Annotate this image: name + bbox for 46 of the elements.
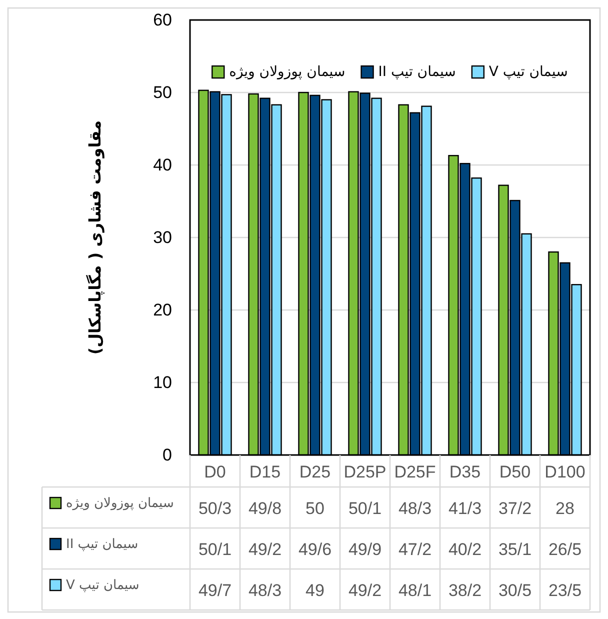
- y-tick-label: 60: [153, 10, 172, 30]
- data-label: 50/1: [348, 499, 382, 518]
- data-label: 41/3: [448, 499, 482, 518]
- data-label: 50: [306, 499, 324, 518]
- data-label: 38/2: [448, 581, 482, 600]
- data-label: 48/1: [398, 581, 432, 600]
- x-tick-label: D25F: [394, 462, 436, 482]
- x-tick-label: D0: [204, 462, 226, 482]
- data-label: 49: [306, 581, 324, 600]
- table-row-label: سیمان تیپ II: [66, 537, 138, 552]
- x-tick-label: D15: [249, 462, 281, 482]
- data-label: 23/5: [548, 581, 582, 600]
- data-label: 28: [556, 499, 574, 518]
- y-axis-title: مقاومت فشاری ( مگاپاسکال): [86, 120, 104, 355]
- x-tick-label: D25: [299, 462, 331, 482]
- data-label: 49/2: [248, 540, 282, 559]
- data-label: 48/3: [248, 581, 282, 600]
- y-tick-label: 50: [153, 83, 172, 102]
- y-tick-label: 10: [153, 373, 172, 392]
- data-label: 40/2: [448, 540, 482, 559]
- data-label: 49/8: [248, 499, 282, 518]
- data-label: 49/9: [348, 540, 382, 559]
- data-label: 49/7: [198, 581, 232, 600]
- data-label: 47/2: [398, 540, 432, 559]
- data-label: 50/1: [198, 540, 232, 559]
- y-tick-label: 20: [153, 300, 172, 320]
- y-tick-label: 40: [153, 156, 172, 174]
- legend-label: سیمان پوزولان ویژه: [229, 64, 346, 80]
- data-label: 35/1: [498, 540, 532, 559]
- table-row-label: سیمان تیپ V: [66, 578, 140, 593]
- y-tick-label: 0: [162, 446, 172, 464]
- x-tick-label: D50: [499, 462, 531, 482]
- x-tick-label: D100: [544, 462, 586, 482]
- y-tick-label: 30: [153, 228, 172, 247]
- table-row-label: سیمان پوزولان ویژه: [66, 496, 174, 511]
- data-label: 49/2: [348, 581, 382, 600]
- data-label: 49/6: [298, 540, 332, 559]
- data-label: 48/3: [398, 499, 432, 518]
- x-tick-label: D35: [449, 462, 481, 482]
- legend-label: سیمان تیپ II: [378, 64, 456, 80]
- data-label: 30/5: [498, 581, 532, 600]
- legend-label: سیمان تیپ V: [488, 64, 568, 80]
- x-tick-label: D25P: [344, 462, 386, 482]
- data-label: 26/5: [548, 540, 582, 559]
- data-label: 37/2: [498, 499, 532, 518]
- data-label: 50/3: [198, 499, 232, 518]
